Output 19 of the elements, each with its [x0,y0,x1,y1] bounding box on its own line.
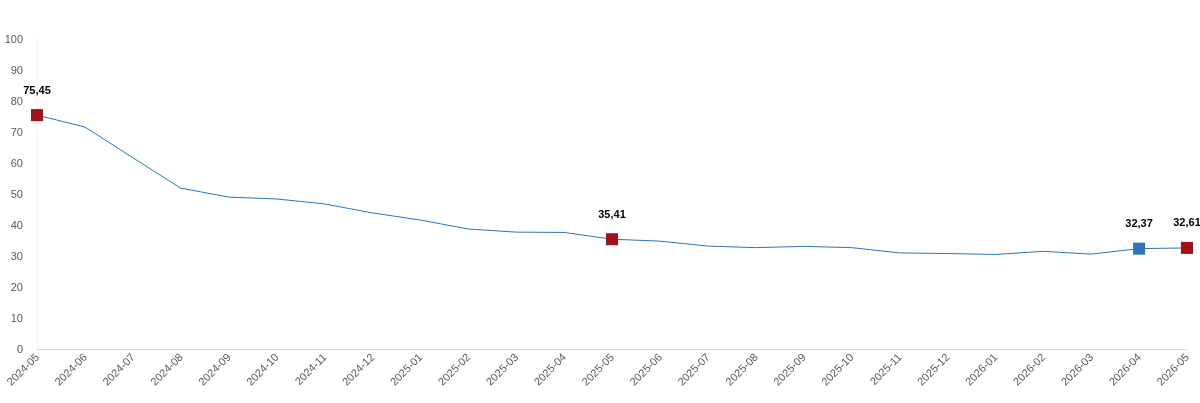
y-tick-label: 90 [10,64,23,76]
y-tick-label: 100 [4,33,23,45]
data-label: 32,37 [1125,217,1153,230]
y-tick-label: 60 [10,157,23,169]
y-tick-label: 80 [10,95,23,107]
y-tick-label: 40 [10,219,23,231]
point [31,109,43,122]
point [1181,241,1193,254]
data-label: 35,41 [598,207,626,220]
y-tick-label: 30 [10,250,23,262]
y-tick-label: 0 [16,343,23,355]
data-label: 32,61 [1173,216,1200,229]
y-tick-label: 20 [10,281,23,293]
point [1133,242,1146,255]
y-tick-label: 70 [10,126,23,138]
y-tick-label: 10 [10,312,23,324]
point [606,233,618,246]
data-label: 75,45 [23,83,51,96]
y-tick-label: 50 [10,188,23,200]
